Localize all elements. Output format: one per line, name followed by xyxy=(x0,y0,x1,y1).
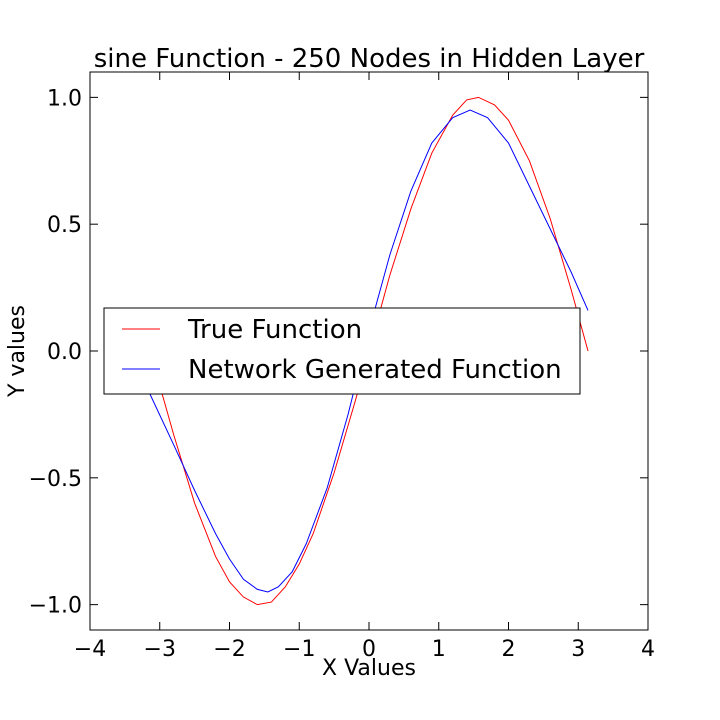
legend-label-true-function: True Function xyxy=(187,315,362,345)
x-tick-label: −3 xyxy=(144,637,176,662)
y-tick-label: 0.5 xyxy=(47,213,82,238)
y-tick-label: −0.5 xyxy=(29,467,82,492)
y-tick-label: 1.0 xyxy=(47,86,82,111)
x-axis: −4 −3 −2 −1 0 1 2 3 4 xyxy=(74,72,655,662)
x-tick-label: −2 xyxy=(213,637,245,662)
x-tick-label: 0 xyxy=(362,637,376,662)
x-tick-label: 3 xyxy=(571,637,585,662)
x-tick-label: −4 xyxy=(74,637,106,662)
x-tick-label: −1 xyxy=(283,637,315,662)
x-axis-label: X Values xyxy=(322,656,416,681)
legend: True Function Network Generated Function xyxy=(103,307,581,395)
x-tick-label: 4 xyxy=(641,637,655,662)
chart-title: sine Function - 250 Nodes in Hidden Laye… xyxy=(94,44,645,74)
y-tick-label: −1.0 xyxy=(29,594,82,619)
legend-box xyxy=(103,307,581,395)
series-line-1 xyxy=(149,109,589,593)
x-tick-label: 1 xyxy=(432,637,446,662)
y-axis: −1.0 −0.5 0.0 0.5 1.0 xyxy=(29,86,648,619)
y-axis-label: Y values xyxy=(5,305,30,398)
x-tick-label: 2 xyxy=(502,637,516,662)
y-tick-label: 0.0 xyxy=(47,340,82,365)
legend-label-network-function: Network Generated Function xyxy=(188,355,562,385)
